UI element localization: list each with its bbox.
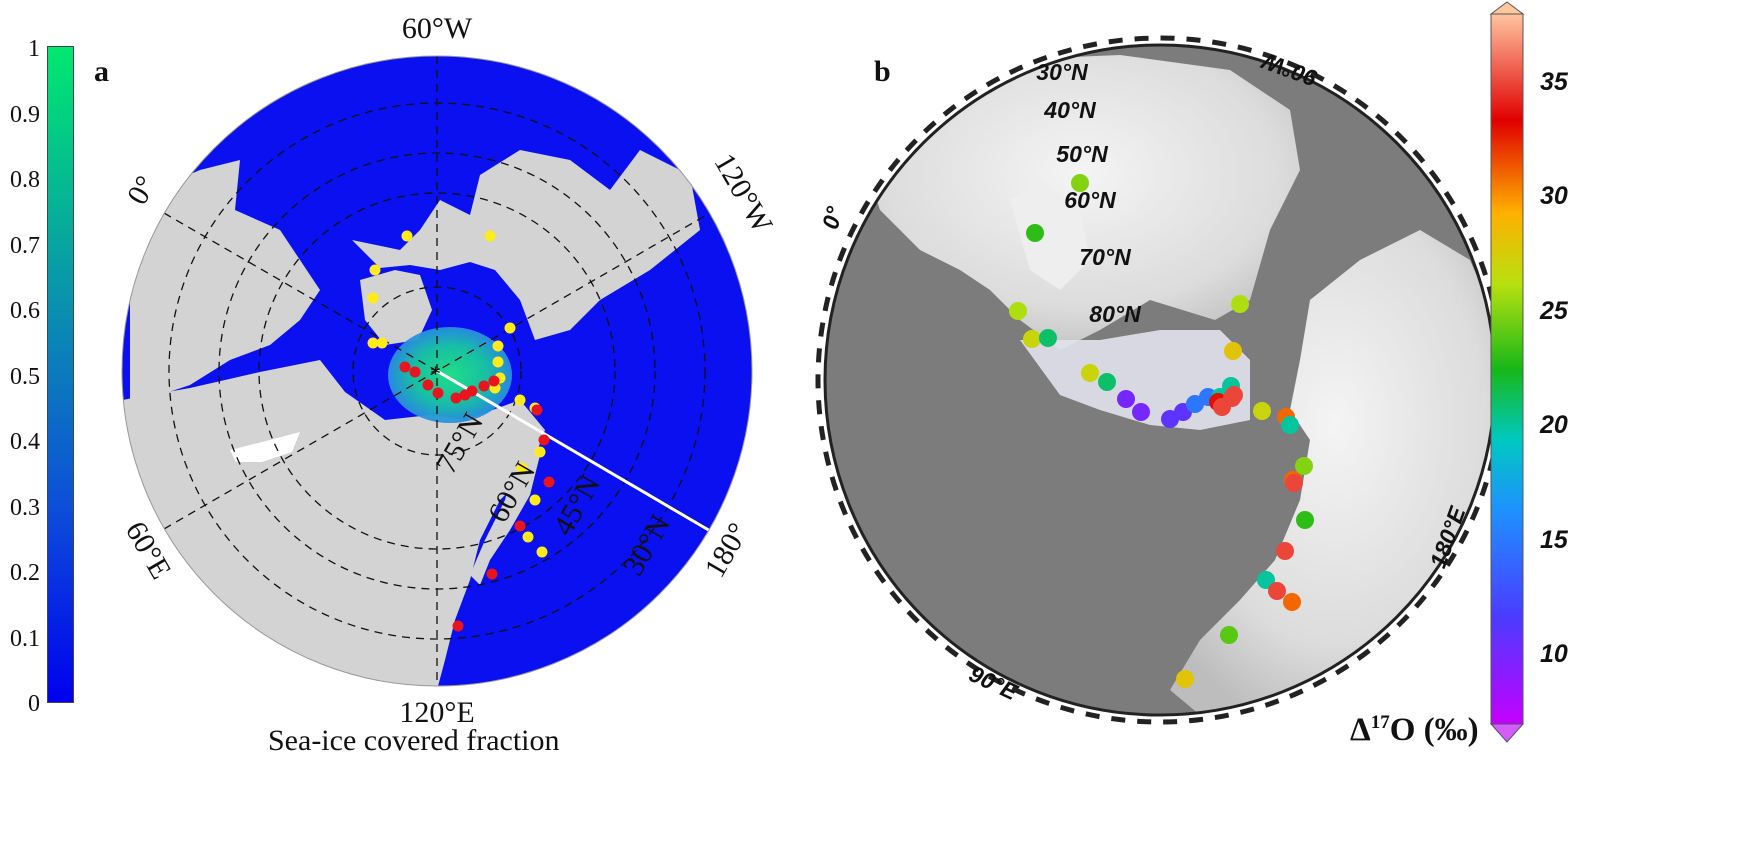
panel-a-colorbar-tick: 0.9 xyxy=(10,101,40,128)
panel-a-marker-yellow xyxy=(401,230,413,242)
panel-a-land-japan xyxy=(470,440,540,585)
panel-a-land-north-america xyxy=(352,150,700,340)
panel-b-colorbar-tick: 15 xyxy=(1540,525,1568,554)
panel-a-marker-red xyxy=(452,620,464,632)
panel-a-marker-red xyxy=(466,385,478,397)
panel-b-colorbar-tick: 10 xyxy=(1540,640,1568,669)
panel-a-colorbar-tick: 1 xyxy=(28,36,40,62)
panel-a-colorbar-tick: 0.7 xyxy=(10,232,40,259)
panel-a-marker-yellow xyxy=(484,230,496,242)
panel-a-marker-yellow xyxy=(504,322,516,334)
panel-b-colorbar-tick: 25 xyxy=(1540,296,1568,325)
panel-a-marker-red xyxy=(488,375,500,387)
panel-a-marker-red xyxy=(543,476,555,488)
panel-b-marker xyxy=(1039,329,1057,347)
panel-a-colorbar-tick: 0.5 xyxy=(10,363,40,390)
panel-a-marker-red xyxy=(514,520,526,532)
panel-a-marker-red xyxy=(486,568,498,580)
panel-b-marker xyxy=(1176,670,1194,688)
panel-b-lat-60N: 60°N xyxy=(1064,187,1116,213)
panel-b-marker xyxy=(1296,511,1314,529)
panel-b-marker xyxy=(1285,474,1303,492)
panel-a-white-patch xyxy=(230,432,300,462)
panel-b-marker xyxy=(1268,582,1286,600)
panel-b-marker xyxy=(1098,373,1116,391)
panel-a-colorbar-gradient xyxy=(48,47,73,702)
panel-b-marker xyxy=(1276,542,1294,560)
panel-b-sample-markers xyxy=(1009,174,1314,688)
panel-b-colorbar-tick: 30 xyxy=(1540,182,1568,211)
panel-b-colorbar-tick: 35 xyxy=(1540,67,1568,96)
panel-b-lat-30N: 30°N xyxy=(1036,59,1088,85)
panel-b-marker xyxy=(1283,593,1301,611)
panel-b-marker xyxy=(1257,571,1275,589)
panel-a-label-120E: 120°E xyxy=(399,696,474,729)
panel-a-marker-yellow xyxy=(534,446,546,458)
panel-a-marker-red xyxy=(409,366,421,378)
panel-a-marker-red xyxy=(531,404,543,416)
panel-b-colorbar-tick: 20 xyxy=(1540,411,1568,440)
panel-a-colorbar-tick: 0.1 xyxy=(10,625,40,652)
panel-b-lat-50N: 50°N xyxy=(1056,141,1108,167)
panel-b-marker xyxy=(1071,174,1089,192)
panel-a-land-greenland xyxy=(360,270,432,345)
panel-a-marker-yellow xyxy=(492,356,504,368)
panel-a-letter: a xyxy=(94,55,109,88)
panel-b-marker xyxy=(1225,386,1243,404)
panel-b-lon-0: 0° xyxy=(817,203,848,232)
panel-a-label-60W: 60°W xyxy=(402,12,473,45)
panel-b-marker xyxy=(1224,342,1242,360)
panel-b-marker xyxy=(1026,224,1044,242)
panel-b-marker xyxy=(1009,302,1027,320)
panel-a-marker-red xyxy=(422,379,434,391)
panel-a-marker-yellow xyxy=(367,337,379,349)
panel-a-marker-yellow xyxy=(369,264,381,276)
panel-b-marker xyxy=(1081,364,1099,382)
panel-a-marker-red xyxy=(450,392,462,404)
panel-a-colorbar-tick: 0.6 xyxy=(10,298,40,324)
panel-a-marker-red xyxy=(399,361,411,373)
panel-a-colorbar-tick: 0.8 xyxy=(10,167,40,193)
panel-b-marker xyxy=(1231,295,1249,313)
panel-b-marker xyxy=(1023,330,1041,348)
panel-a-marker-red xyxy=(478,380,490,392)
panel-a-marker-yellow xyxy=(514,394,526,406)
panel-a-sea-ice xyxy=(388,327,512,423)
panel-a-colorbar-label: Sea-ice covered fraction xyxy=(268,724,560,757)
panel-a-marker-yellow xyxy=(536,546,548,558)
panel-a-colorbar xyxy=(47,46,74,703)
panel-a-marker-yellow xyxy=(529,494,541,506)
panel-b-marker xyxy=(1220,626,1238,644)
panel-b-land-greenland xyxy=(1010,180,1090,290)
panel-b-marker xyxy=(1117,390,1135,408)
panel-a-marker-yellow xyxy=(522,531,534,543)
panel-a-marker-yellow xyxy=(367,292,379,304)
panel-b-lat-80N: 80°N xyxy=(1089,301,1141,327)
panel-a-marker-red xyxy=(538,434,550,446)
panel-a-marker-yellow xyxy=(376,337,388,349)
panel-b-marker xyxy=(1295,457,1313,475)
panel-a-marker-red xyxy=(432,387,444,399)
panel-b-colorbar xyxy=(1489,1,1525,743)
panel-b-marker xyxy=(1132,403,1150,421)
panel-a-colorbar-tick: 0.4 xyxy=(10,429,40,455)
panel-b-lat-70N: 70°N xyxy=(1079,244,1131,270)
panel-b-lat-40N: 40°N xyxy=(1043,97,1096,123)
panel-b-marker xyxy=(1281,416,1299,434)
panel-b-land-north-america xyxy=(860,55,1300,350)
panel-b-letter: b xyxy=(874,55,891,88)
panel-a-sample-markers xyxy=(367,230,555,632)
panel-b-marker xyxy=(1253,402,1271,420)
panel-a-colorbar-tick: 0.2 xyxy=(10,560,40,586)
panel-a-colorbar-tick: 0 xyxy=(28,691,40,717)
panel-a-marker-yellow xyxy=(516,462,528,474)
panel-b-colorbar-label: Δ17O (‰) xyxy=(1350,712,1479,748)
panel-a-marker-yellow xyxy=(492,340,504,352)
svg-text:*: * xyxy=(430,361,441,386)
panel-a-colorbar-tick: 0.3 xyxy=(10,494,40,521)
